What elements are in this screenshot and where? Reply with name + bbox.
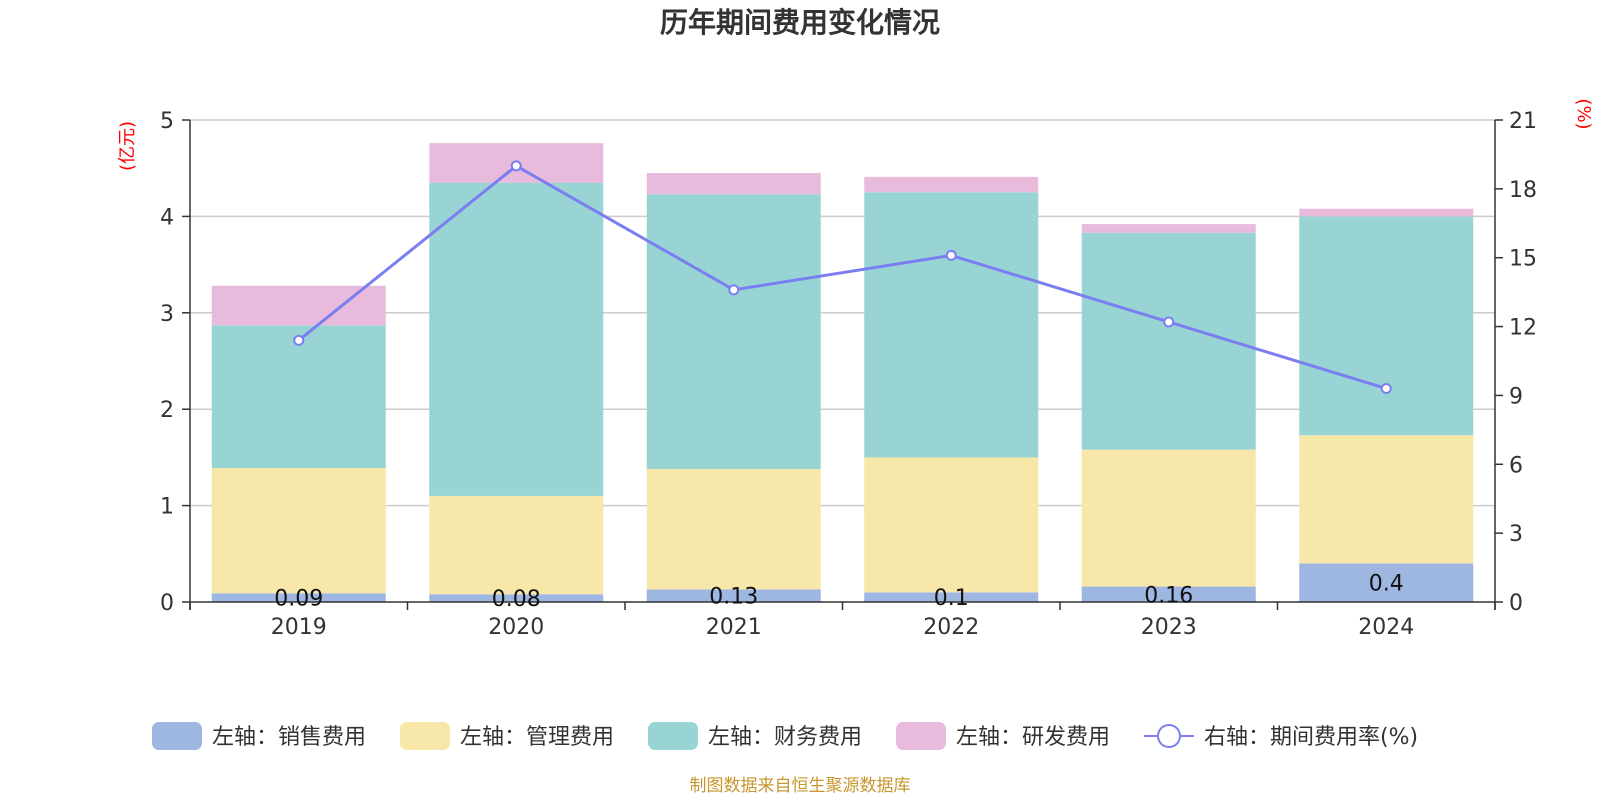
bar-segment-1 [429, 594, 604, 602]
bar-segment-4 [646, 173, 821, 195]
legend-label-rate: 右轴：期间费用率(%) [1204, 725, 1418, 750]
legend-label-4: 左轴：研发费用 [956, 725, 1110, 750]
legend-swatch-4 [896, 722, 946, 750]
bar-segment-3 [211, 325, 386, 469]
bar-segment-3 [864, 192, 1039, 458]
bar-data-label: 0.13 [709, 585, 758, 610]
right-axis-tick-label: 15 [1509, 247, 1537, 272]
bar-segment-3 [646, 194, 821, 469]
chart-title: 历年期间费用变化情况 [660, 6, 940, 39]
bar-segment-2 [211, 468, 386, 594]
bar-segment-4 [1299, 208, 1474, 217]
bar-data-label: 0.1 [934, 586, 969, 611]
bar-series [211, 143, 1474, 602]
right-axis-tick-label: 18 [1509, 178, 1537, 203]
rate-line-point [1163, 316, 1175, 328]
right-axis-unit: (%) [1573, 98, 1594, 129]
bar-segment-2 [864, 457, 1039, 593]
x-axis-tick-label: 2023 [1141, 615, 1197, 640]
rate-line-series [293, 160, 1392, 395]
rate-line-point [293, 334, 305, 346]
legend-label-2: 左轴：管理费用 [460, 725, 614, 750]
legend-swatch-3 [648, 722, 698, 750]
bar-segment-1 [864, 592, 1039, 602]
legend-swatch-2 [400, 722, 450, 750]
bar-segment-4 [864, 176, 1039, 193]
left-axis-tick-label: 4 [160, 205, 174, 230]
rate-line-point [1380, 383, 1392, 395]
legend-line-marker [1157, 724, 1181, 748]
x-axis-tick-label: 2024 [1358, 615, 1414, 640]
rate-line-point [728, 284, 740, 296]
bar-segment-2 [646, 468, 821, 590]
right-axis-tick-label: 9 [1509, 384, 1523, 409]
x-axis-tick-label: 2019 [271, 615, 327, 640]
x-axis-tick-label: 2022 [923, 615, 979, 640]
bar-segment-2 [429, 495, 604, 595]
grid-lines [190, 119, 1495, 507]
right-axis-tick-label: 12 [1509, 316, 1537, 341]
x-axis-tick-label: 2020 [488, 615, 544, 640]
legend-label-1: 左轴：销售费用 [212, 725, 366, 750]
bar-data-label: 0.09 [274, 587, 323, 612]
rate-line-point [510, 160, 522, 172]
bar-segment-1 [1081, 586, 1256, 602]
bar-segment-3 [1299, 216, 1474, 436]
bar-segment-1 [1299, 563, 1474, 602]
bar-segment-2 [1299, 435, 1474, 564]
rate-line-point [945, 249, 957, 261]
legend[interactable]: 左轴：销售费用 左轴：管理费用 左轴：财务费用 左轴：研发费用 右轴：期间费用率(%) [152, 722, 1418, 750]
right-axis-tick-label: 21 [1509, 109, 1537, 134]
bar-segment-3 [429, 182, 604, 496]
bar-segment-4 [1081, 224, 1256, 233]
bar-labels: 0.09 0.08 0.13 0.1 0.16 0.4 [274, 572, 1403, 612]
right-axis-tick-label: 3 [1509, 522, 1523, 547]
bar-data-label: 0.4 [1369, 572, 1404, 597]
bar-data-label: 0.16 [1144, 583, 1193, 608]
right-axis-tick-label: 6 [1509, 453, 1523, 478]
legend-swatch-1 [152, 722, 202, 750]
bar-segment-2 [1081, 449, 1256, 587]
left-axis-unit: (亿元) [117, 121, 138, 171]
left-axis-tick-label: 3 [160, 302, 174, 327]
x-axis-tick-label: 2021 [706, 615, 762, 640]
rate-line [297, 164, 1387, 390]
bar-segment-1 [646, 589, 821, 602]
left-axis-tick-label: 2 [160, 398, 174, 423]
right-axis-tick-label: 0 [1509, 591, 1523, 616]
bar-segment-1 [211, 593, 386, 602]
bar-data-label: 0.08 [492, 587, 541, 612]
left-axis-tick-label: 0 [160, 591, 174, 616]
footer-source: 制图数据来自恒生聚源数据库 [690, 776, 911, 796]
left-axis-tick-label: 5 [160, 109, 174, 134]
legend-label-3: 左轴：财务费用 [708, 725, 862, 750]
left-axis-tick-label: 1 [160, 495, 174, 520]
